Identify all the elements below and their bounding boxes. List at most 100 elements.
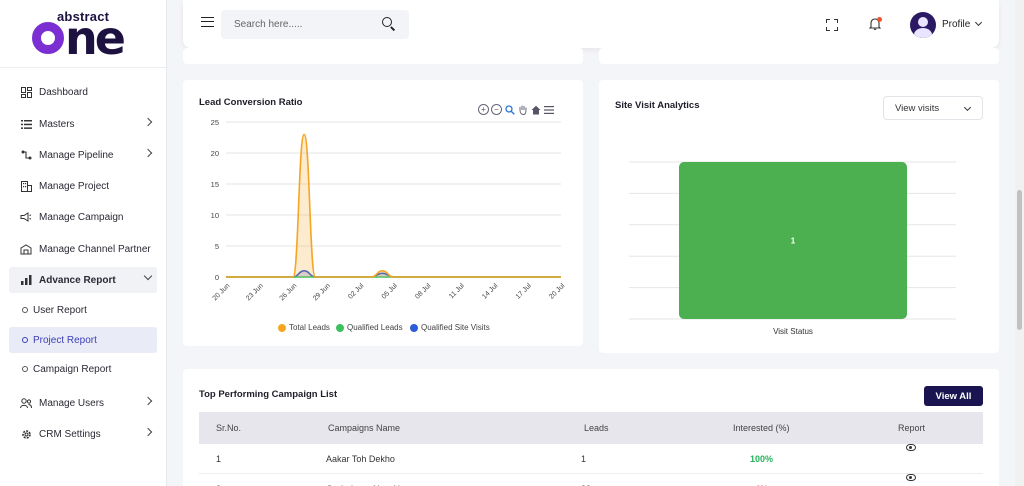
- sidebar-item-label: Manage Campaign: [39, 211, 124, 223]
- sidebar-item-crm-settings[interactable]: CRM Settings: [9, 421, 157, 447]
- cell-leads: 1: [581, 454, 587, 464]
- zoom-in-icon[interactable]: +: [478, 104, 489, 115]
- x-tick-label: 20 Jul: [548, 282, 566, 300]
- logo-o-icon: [32, 21, 64, 54]
- search-input[interactable]: [221, 10, 409, 39]
- sidebar-item-label: Advance Report: [39, 274, 116, 286]
- profile-label[interactable]: Profile: [942, 19, 971, 30]
- x-tick-label: 23 Jun: [245, 282, 265, 302]
- chevron-right-icon: [143, 117, 153, 127]
- sidebar-item-label: Manage Project: [39, 180, 110, 192]
- legend-label: Qualified Site Visits: [421, 323, 490, 332]
- logo-top-text: abstract: [57, 9, 110, 24]
- magnify-icon[interactable]: [504, 104, 515, 115]
- circle-icon: [22, 337, 28, 343]
- sidebar-subitem-user-report[interactable]: User Report: [9, 297, 157, 323]
- chevron-down-icon[interactable]: [974, 18, 983, 27]
- logo-main-label: ne: [65, 11, 126, 65]
- sidebar-subitem-project-report[interactable]: Project Report: [9, 327, 157, 353]
- sidebar-item-masters[interactable]: Masters: [9, 111, 157, 137]
- users-icon: [19, 396, 33, 410]
- sidebar-subitem-campaign-report[interactable]: Campaign Report: [9, 356, 157, 382]
- zoom-out-icon[interactable]: −: [491, 104, 502, 115]
- chevron-right-icon: [143, 148, 153, 158]
- bell-icon[interactable]: [868, 17, 882, 31]
- lead-conversion-card: Lead Conversion Ratio + − 0 5 10 15 20 25 20 J…: [183, 80, 583, 346]
- legend-label: Qualified Leads: [347, 323, 403, 332]
- dashboard-icon: [19, 85, 33, 99]
- column-header: Leads: [584, 423, 609, 433]
- top-header: Profile: [183, 0, 999, 48]
- x-tick-label: 11 Jul: [448, 282, 466, 300]
- logo-main-text: ne: [32, 15, 126, 61]
- column-header: Sr.No.: [216, 423, 242, 433]
- sidebar-item-manage-pipeline[interactable]: Manage Pipeline: [9, 142, 157, 168]
- search-icon[interactable]: [382, 17, 392, 27]
- gear-icon: [19, 427, 33, 441]
- y-tick-label: 20: [211, 149, 219, 158]
- cell-interested: 100%: [750, 454, 774, 464]
- fullscreen-icon[interactable]: [826, 19, 838, 31]
- cell-sr: 2: [216, 474, 221, 486]
- top-card-right: [599, 48, 999, 64]
- sidebar-item-manage-users[interactable]: Manage Users: [9, 390, 157, 416]
- cell-leads: 23: [581, 474, 591, 486]
- legend-swatch: [278, 323, 286, 332]
- x-tick-label: 26 Jun: [279, 282, 299, 302]
- legend-swatch: [410, 323, 418, 332]
- report-icon: [19, 273, 33, 287]
- site-visit-chart: 1 Visit Status: [629, 161, 956, 336]
- hamburger-menu-icon[interactable]: [201, 17, 214, 27]
- list-icon: [19, 117, 33, 131]
- page-scrollbar-thumb[interactable]: [1017, 190, 1022, 330]
- legend-label: Total Leads: [289, 323, 330, 332]
- y-tick-label: 0: [215, 273, 219, 282]
- site-visit-card: Site Visit Analytics View visits 1 Visit …: [599, 80, 999, 353]
- eye-icon[interactable]: [906, 474, 916, 481]
- sidebar-item-manage-channel-partner[interactable]: Manage Channel Partner: [9, 236, 157, 262]
- sidebar-subitem-label: User Report: [33, 304, 87, 316]
- brand-logo[interactable]: abstract ne: [0, 0, 166, 68]
- cell-sr: 1: [216, 454, 222, 464]
- circle-icon: [22, 307, 28, 313]
- view-all-button[interactable]: View All: [924, 386, 983, 406]
- top-card-left: [183, 48, 583, 64]
- y-tick-label: 5: [215, 242, 219, 251]
- building-icon: [19, 179, 33, 193]
- sidebar-item-advance-report[interactable]: Advance Report: [9, 267, 157, 293]
- x-tick-label: 29 Jun: [312, 282, 332, 302]
- partner-icon: [19, 242, 33, 256]
- cell-campaign-name: Aakar Toh Dekho: [326, 454, 395, 464]
- chevron-down-icon: [963, 103, 972, 112]
- y-tick-label: 10: [211, 211, 219, 220]
- sidebar-item-label: Manage Users: [39, 397, 105, 409]
- view-visits-select[interactable]: View visits: [883, 96, 983, 120]
- select-value: View visits: [895, 102, 940, 114]
- chart-toolbar: + −: [478, 104, 554, 115]
- sidebar-item-dashboard[interactable]: Dashboard: [9, 79, 157, 105]
- cell-interested: 4%: [755, 474, 768, 486]
- column-header: Interested (%): [733, 423, 790, 433]
- avatar[interactable]: [910, 12, 936, 38]
- sidebar-subitem-label: Project Report: [33, 334, 97, 346]
- legend-swatch: [336, 323, 344, 332]
- pan-icon[interactable]: [517, 104, 528, 115]
- legend-qualified-site-visits[interactable]: Qualified Site Visits: [410, 323, 490, 332]
- sidebar-item-manage-campaign[interactable]: Manage Campaign: [9, 204, 157, 230]
- legend-qualified-leads[interactable]: Qualified Leads: [336, 323, 403, 332]
- card-title: Top Performing Campaign List: [199, 389, 338, 400]
- sidebar-item-manage-project[interactable]: Manage Project: [9, 173, 157, 199]
- home-icon[interactable]: [530, 104, 541, 115]
- menu-icon[interactable]: [543, 104, 554, 115]
- table-row: 1 Aakar Toh Dekho 1 100%: [199, 444, 983, 474]
- card-title: Lead Conversion Ratio: [199, 97, 303, 108]
- chevron-right-icon: [143, 427, 153, 437]
- sidebar-item-label: Dashboard: [39, 86, 88, 98]
- legend-total-leads[interactable]: Total Leads: [278, 323, 330, 332]
- chevron-down-icon: [143, 271, 153, 281]
- eye-icon[interactable]: [906, 444, 916, 451]
- sidebar-subitem-label: Campaign Report: [33, 363, 112, 375]
- notification-badge: [877, 17, 882, 22]
- x-tick-label: 02 Jul: [347, 282, 365, 300]
- x-tick-label: 17 Jul: [515, 282, 533, 300]
